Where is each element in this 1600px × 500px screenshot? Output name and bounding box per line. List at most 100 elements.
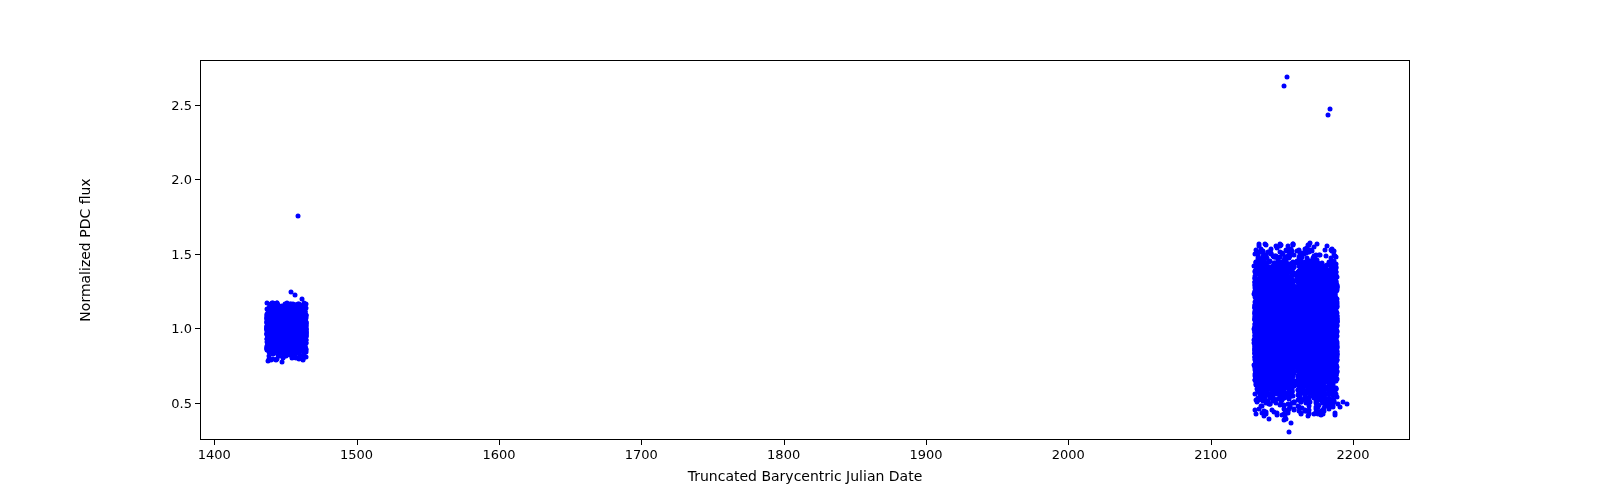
data-point [1264, 274, 1269, 279]
data-point [1272, 396, 1277, 401]
data-point [267, 357, 272, 362]
data-point [270, 309, 275, 314]
data-point [289, 317, 294, 322]
data-point [1305, 313, 1310, 318]
data-point [1273, 253, 1278, 258]
data-point [302, 344, 307, 349]
data-point [271, 343, 276, 348]
y-tick [195, 179, 200, 180]
data-point [1260, 249, 1265, 254]
y-tick-label: 0.5 [171, 395, 192, 410]
data-point [275, 338, 280, 343]
data-point [1268, 379, 1273, 384]
data-point [1321, 276, 1326, 281]
data-point [1317, 386, 1322, 391]
data-point [1254, 250, 1259, 255]
data-point [1321, 394, 1326, 399]
data-point [1258, 259, 1263, 264]
data-point [1282, 418, 1287, 423]
data-point [1279, 303, 1284, 308]
data-point [1330, 338, 1335, 343]
data-point [1331, 295, 1336, 300]
data-point [1281, 316, 1286, 321]
data-point [1323, 317, 1328, 322]
data-point [1277, 402, 1282, 407]
data-point [1311, 294, 1316, 299]
data-point [1315, 283, 1320, 288]
data-point [1327, 352, 1332, 357]
data-point [1277, 266, 1282, 271]
data-point [278, 312, 283, 317]
data-point [1259, 381, 1264, 386]
data-point [1321, 381, 1326, 386]
data-point [1256, 318, 1261, 323]
data-point [1267, 297, 1272, 302]
x-tick [784, 440, 785, 445]
x-tick [1068, 440, 1069, 445]
data-point [1289, 351, 1294, 356]
data-point [1299, 344, 1304, 349]
data-point [1326, 112, 1331, 117]
data-point [1308, 399, 1313, 404]
data-point [1254, 339, 1259, 344]
data-point [1320, 348, 1325, 353]
data-point [1334, 323, 1339, 328]
data-point [1324, 269, 1329, 274]
data-point [1275, 327, 1280, 332]
data-point [273, 325, 278, 330]
data-point [1263, 398, 1268, 403]
data-point [1334, 373, 1339, 378]
data-point [292, 343, 297, 348]
data-point [1295, 379, 1300, 384]
data-point [1332, 410, 1337, 415]
data-point [1304, 260, 1309, 265]
data-point [1263, 352, 1268, 357]
data-point [1286, 243, 1291, 248]
data-point [1301, 318, 1306, 323]
x-axis-label: Truncated Barycentric Julian Date [688, 468, 923, 484]
data-point [1332, 346, 1337, 351]
data-point [301, 355, 306, 360]
data-point [1283, 346, 1288, 351]
data-point [1286, 270, 1291, 275]
data-point [1266, 416, 1271, 421]
data-point [281, 307, 286, 312]
data-point [1288, 375, 1293, 380]
data-point [1252, 277, 1257, 282]
data-point [1322, 283, 1327, 288]
data-point [1326, 348, 1331, 353]
data-point [1296, 270, 1301, 275]
data-point [1306, 343, 1311, 348]
data-point [1264, 376, 1269, 381]
data-point [1278, 259, 1283, 264]
x-tick [1211, 440, 1212, 445]
data-point [1299, 411, 1304, 416]
y-tick [195, 105, 200, 106]
data-point [1271, 282, 1276, 287]
data-point [1298, 301, 1303, 306]
data-point [1344, 401, 1349, 406]
data-point [1295, 404, 1300, 409]
data-point [1308, 357, 1313, 362]
data-point [1296, 276, 1301, 281]
data-point [1306, 287, 1311, 292]
data-point [299, 307, 304, 312]
data-point [286, 345, 291, 350]
data-point [1285, 281, 1290, 286]
data-point [1298, 335, 1303, 340]
data-point [1282, 335, 1287, 340]
data-point [1284, 364, 1289, 369]
x-tick-label: 2100 [1194, 447, 1227, 462]
data-point [1306, 298, 1311, 303]
data-point [1304, 337, 1309, 342]
data-point [1304, 294, 1309, 299]
data-point [1282, 404, 1287, 409]
data-point [1319, 409, 1324, 414]
data-point [1257, 302, 1262, 307]
data-point [280, 360, 285, 365]
data-point [1285, 75, 1290, 80]
data-point [1304, 274, 1309, 279]
data-point [1284, 330, 1289, 335]
data-point [1302, 280, 1307, 285]
data-point [282, 352, 287, 357]
